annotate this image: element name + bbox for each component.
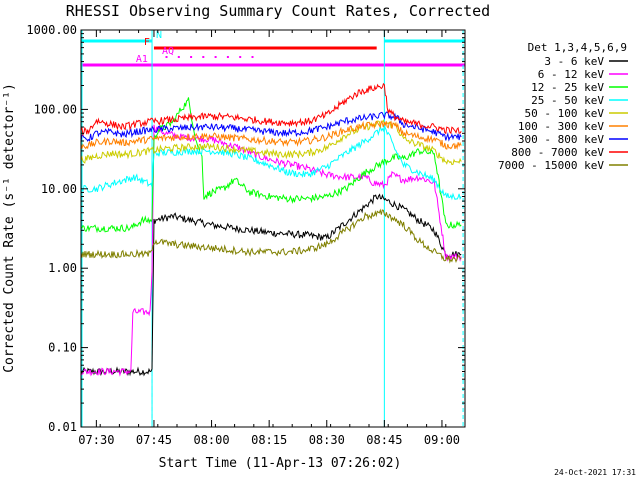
- legend-label: 7000 - 15000 keV: [498, 159, 604, 172]
- legend-label: 3 - 6 keV: [544, 55, 604, 68]
- series-line-2: [80, 97, 462, 234]
- region-aq-dot: [214, 56, 217, 58]
- footer-date: 24-Oct-2021 17:31: [554, 468, 636, 477]
- region-aq-dot: [251, 56, 254, 58]
- region-label-a1: A1: [136, 54, 148, 65]
- series-line-3: [80, 124, 462, 201]
- series-group: [80, 82, 462, 377]
- x-tick-label: 08:00: [193, 433, 229, 447]
- legend-label: 50 - 100 keV: [525, 107, 605, 120]
- region-aq-dot: [226, 56, 229, 58]
- y-tick-label: 1000.00: [26, 23, 77, 37]
- region-aq-dot: [202, 56, 205, 58]
- transition-lines: [81, 30, 464, 427]
- x-axis-label: Start Time (11-Apr-13 07:26:02): [159, 456, 402, 471]
- series-line-4: [80, 119, 462, 166]
- y-axis-label: Corrected Count Rate (s⁻¹ detector⁻¹): [2, 83, 17, 373]
- region-aq-dot: [165, 56, 168, 58]
- series-line-7: [80, 82, 462, 137]
- region-aq-dot: [190, 56, 193, 58]
- series-line-8: [80, 208, 462, 264]
- y-tick-label: 0.10: [48, 341, 77, 355]
- x-tick-label: 09:00: [424, 433, 460, 447]
- series-line-0: [80, 193, 462, 377]
- legend-label: 800 - 7000 keV: [511, 146, 604, 159]
- region-label-aq: AQ: [162, 46, 174, 57]
- series-line-1: [80, 124, 462, 377]
- x-tick-label: 07:45: [136, 433, 172, 447]
- x-tick-label: 08:15: [251, 433, 287, 447]
- y-tick-label: 1.00: [48, 261, 77, 275]
- y-tick-label: 100.00: [34, 102, 77, 116]
- y-axis: 0.01 0.10 1.00 10.00 100.00 1000.00: [26, 23, 465, 434]
- legend-title: Det 1,3,4,5,6,9: [528, 41, 627, 54]
- legend-label: 300 - 800 keV: [518, 133, 604, 146]
- x-axis: 07:30 07:45 08:00 08:15 08:30 08:45 09:00: [78, 30, 466, 447]
- time-regions: NF AQ A1: [81, 30, 465, 67]
- region-label-f: F: [144, 37, 150, 48]
- legend-label: 100 - 300 keV: [518, 120, 604, 133]
- x-tick-label: 08:30: [309, 433, 345, 447]
- y-tick-label: 0.01: [48, 420, 77, 434]
- series-line-5: [80, 120, 462, 150]
- legend-label: 12 - 25 keV: [531, 81, 604, 94]
- legend-label: 25 - 50 keV: [531, 94, 604, 107]
- y-tick-label: 10.00: [41, 182, 77, 196]
- chart-title: RHESSI Observing Summary Count Rates, Co…: [66, 2, 490, 20]
- x-tick-label: 07:30: [78, 433, 114, 447]
- region-label-n: N: [156, 30, 162, 41]
- region-aq-dot: [177, 56, 180, 58]
- legend-label: 6 - 12 keV: [538, 68, 605, 81]
- x-tick-label: 08:45: [366, 433, 402, 447]
- series-line-6: [80, 111, 462, 142]
- region-aq-dot: [239, 56, 242, 58]
- plot-frame: [80, 29, 466, 428]
